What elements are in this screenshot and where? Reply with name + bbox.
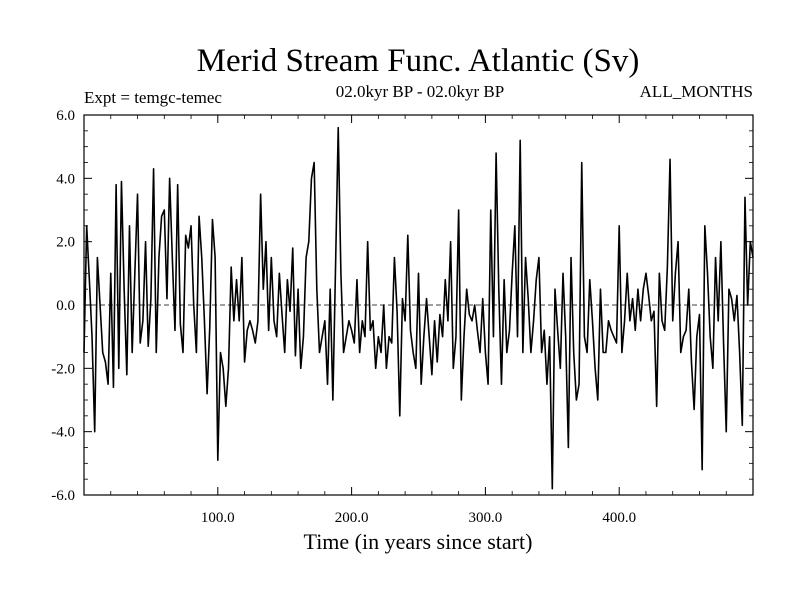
y-tick-label: -4.0 [51,425,75,441]
months-label: ALL_MONTHS [640,82,753,101]
y-tick-label: 2.0 [56,235,75,251]
plot-frame [83,114,754,496]
x-axis-label: Time (in years since start) [304,529,533,554]
x-tick-label: 200.0 [335,510,369,526]
plot-area: -6.0 -4.0 -2.0 0.0 2.0 4.0 6.0 100.0 200.0 300.0 4… [51,108,754,526]
x-tick-label: 400.0 [602,510,636,526]
x-tick-label: 100.0 [201,510,235,526]
x-tick-label: 300.0 [469,510,503,526]
y-tick-label: 6.0 [56,108,75,124]
y-tick-label: -6.0 [51,488,75,504]
y-tick-label: -2.0 [51,361,75,377]
y-tick-label: 0.0 [56,298,75,314]
expt-label: Expt = temgc-temec [84,88,222,107]
y-tick-label: 4.0 [56,171,75,187]
series-line-0 [83,126,754,490]
chart-title: Merid Stream Func. Atlantic (Sv) [197,43,640,79]
period-label: 02.0kyr BP - 02.0kyr BP [336,82,504,101]
